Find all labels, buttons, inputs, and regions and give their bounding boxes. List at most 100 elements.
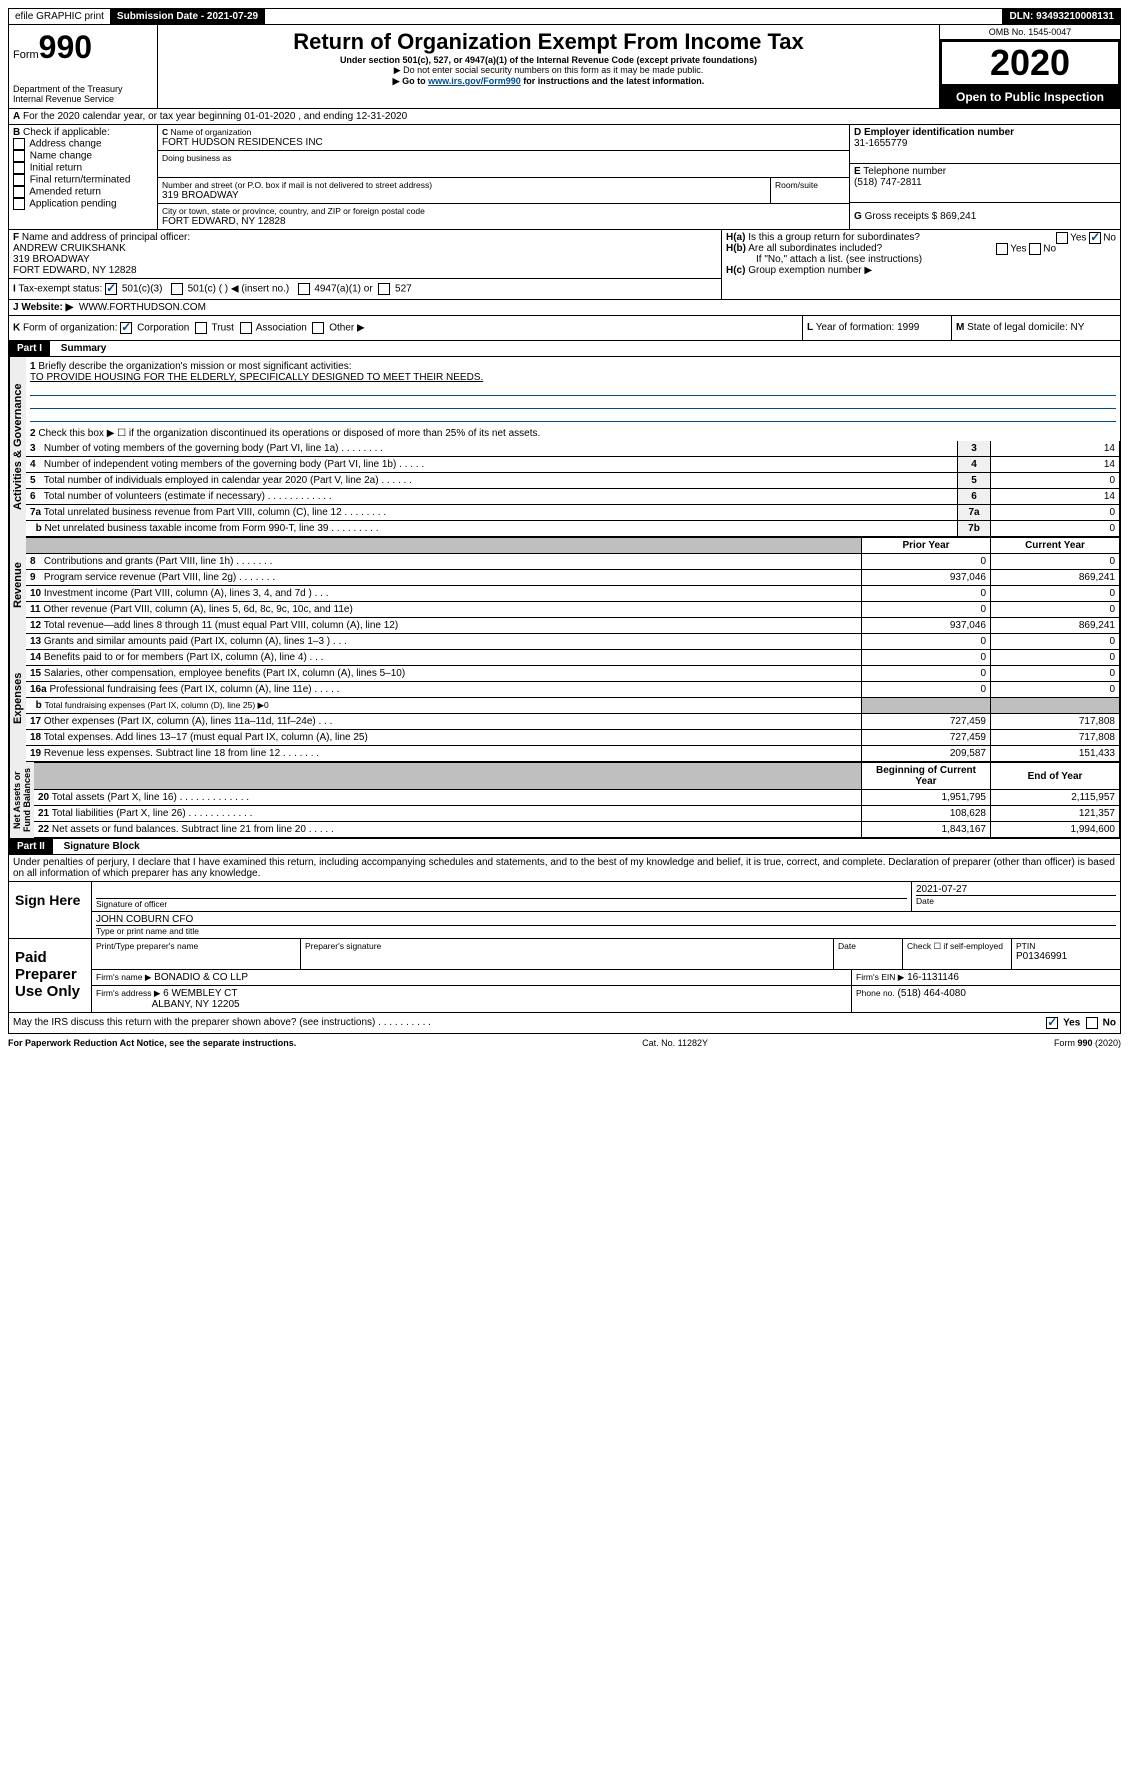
submission-date: Submission Date - 2021-07-29: [111, 9, 265, 24]
col-current: Current Year: [991, 538, 1120, 554]
city-state-zip: FORT EDWARD, NY 12828: [162, 216, 845, 227]
paid-preparer-block: Paid Preparer Use Only Print/Type prepar…: [8, 939, 1121, 1013]
firm-ein: 16-1131146: [907, 972, 959, 983]
firm-addr1: 6 WEMBLEY CT: [163, 988, 237, 999]
phone-label: Telephone number: [863, 166, 946, 177]
chk-trust[interactable]: [195, 322, 207, 334]
mission-label: Briefly describe the organization's miss…: [38, 361, 351, 372]
street-address: 319 BROADWAY: [162, 190, 766, 201]
officer-name-title: JOHN COBURN CFO: [96, 914, 1116, 926]
line-a: A For the 2020 calendar year, or tax yea…: [8, 109, 1121, 125]
top-bar: efile GRAPHIC print Submission Date - 20…: [8, 8, 1121, 25]
paid-label: Paid Preparer Use Only: [9, 939, 92, 1012]
side-label-ag: Activities & Governance: [9, 357, 26, 537]
subtitle-2: ▶ Do not enter social security numbers o…: [166, 65, 931, 76]
dept-label: Department of the Treasury Internal Reve…: [13, 84, 153, 104]
chk-initial-return[interactable]: Initial return: [13, 162, 153, 174]
col-eoy: End of Year: [991, 763, 1120, 790]
chk-assoc[interactable]: [240, 322, 252, 334]
officer-addr2: FORT EDWARD, NY 12828: [13, 265, 717, 276]
chk-name-change[interactable]: Name change: [13, 150, 153, 162]
hb-yes[interactable]: [996, 243, 1008, 255]
preparer-sig-label: Preparer's signature: [301, 939, 834, 969]
row-f-h: F Name and address of principal officer:…: [8, 230, 1121, 300]
ha-yes[interactable]: [1056, 232, 1068, 244]
form-header: Form990 Department of the Treasury Inter…: [8, 25, 1121, 109]
discuss-row: May the IRS discuss this return with the…: [8, 1013, 1121, 1034]
side-label-na: Net Assets or Fund Balances: [9, 762, 34, 838]
org-name: FORT HUDSON RESIDENCES INC: [162, 137, 845, 148]
form-ref: Form 990 (2020): [1054, 1038, 1121, 1048]
subtitle-1: Under section 501(c), 527, or 4947(a)(1)…: [166, 55, 931, 65]
self-employed[interactable]: Check ☐ if self-employed: [903, 939, 1012, 969]
form-number: 990: [39, 29, 92, 65]
ein-value: 31-1655779: [854, 138, 1116, 149]
tax-status-label: Tax-exempt status:: [18, 284, 102, 295]
pra-notice: For Paperwork Reduction Act Notice, see …: [8, 1038, 296, 1048]
city-label: City or town, state or province, country…: [162, 206, 845, 216]
l3-val: 14: [991, 441, 1120, 457]
part2-header: Part II Signature Block: [8, 839, 1121, 855]
chk-address-change[interactable]: Address change: [13, 138, 153, 150]
form-word: Form: [13, 49, 39, 61]
officer-addr1: 319 BROADWAY: [13, 254, 717, 265]
ha-no[interactable]: [1089, 232, 1101, 244]
ha-label: Is this a group return for subordinates?: [748, 232, 920, 243]
l6-val: 14: [991, 489, 1120, 505]
officer-label: Name and address of principal officer:: [22, 232, 190, 243]
form-title: Return of Organization Exempt From Incom…: [166, 29, 931, 55]
footer: For Paperwork Reduction Act Notice, see …: [8, 1034, 1121, 1048]
officer-name: ANDREW CRUIKSHANK: [13, 243, 717, 254]
omb-number: OMB No. 1545-0047: [940, 25, 1120, 40]
gross-receipts: 869,241: [940, 211, 976, 222]
l4-val: 14: [991, 457, 1120, 473]
chk-527[interactable]: [378, 283, 390, 295]
sign-here-label: Sign Here: [9, 882, 92, 938]
mission-text: TO PROVIDE HOUSING FOR THE ELDERLY, SPEC…: [30, 372, 483, 383]
part1-header: Part I Summary: [8, 341, 1121, 357]
chk-501c3[interactable]: [105, 283, 117, 295]
side-label-rev: Revenue: [9, 537, 26, 634]
chk-4947[interactable]: [298, 283, 310, 295]
l7a-val: 0: [991, 505, 1120, 521]
dba-label: Doing business as: [162, 153, 845, 163]
gross-label: Gross receipts $: [865, 211, 938, 222]
activities-governance: Activities & Governance 1 Briefly descri…: [8, 357, 1121, 537]
subtitle-3: ▶ Go to www.irs.gov/Form990 for instruct…: [166, 76, 931, 87]
discuss-no[interactable]: [1086, 1017, 1098, 1029]
open-public: Open to Public Inspection: [940, 86, 1120, 108]
chk-other[interactable]: [312, 322, 324, 334]
line-klm: K Form of organization: Corporation Trus…: [8, 316, 1121, 341]
hc-label: Group exemption number ▶: [748, 265, 872, 276]
preparer-date-label: Date: [834, 939, 903, 969]
chk-501c[interactable]: [171, 283, 183, 295]
firm-phone: (518) 464-4080: [898, 988, 966, 999]
sign-block: Sign Here Signature of officer 2021-07-2…: [8, 882, 1121, 939]
side-label-exp: Expenses: [9, 634, 26, 762]
hb-no[interactable]: [1029, 243, 1041, 255]
ptin: P01346991: [1016, 951, 1116, 962]
chk-amended[interactable]: Amended return: [13, 186, 153, 198]
chk-app-pending[interactable]: Application pending: [13, 198, 153, 210]
l7b-val: 0: [991, 521, 1120, 537]
chk-final-return[interactable]: Final return/terminated: [13, 174, 153, 186]
chk-corp[interactable]: [120, 322, 132, 334]
firm-addr2: ALBANY, NY 12205: [152, 999, 240, 1010]
year-formed: 1999: [897, 322, 919, 333]
instructions-link[interactable]: www.irs.gov/Form990: [428, 76, 521, 86]
addr-label: Number and street (or P.O. box if mail i…: [162, 180, 766, 190]
firm-name: BONADIO & CO LLP: [154, 972, 248, 983]
cat-no: Cat. No. 11282Y: [642, 1038, 708, 1048]
efile-label[interactable]: efile GRAPHIC print: [9, 9, 111, 24]
sig-officer-label: Signature of officer: [96, 899, 907, 909]
line-j: J Website: ▶ WWW.FORTHUDSON.COM: [8, 300, 1121, 316]
revenue-section: Revenue Prior YearCurrent Year 8 Contrib…: [8, 537, 1121, 634]
ein-label: Employer identification number: [864, 127, 1014, 138]
netassets-section: Net Assets or Fund Balances Beginning of…: [8, 762, 1121, 839]
discuss-yes[interactable]: [1046, 1017, 1058, 1029]
website[interactable]: WWW.FORTHUDSON.COM: [79, 302, 206, 313]
perjury-text: Under penalties of perjury, I declare th…: [8, 855, 1121, 882]
hb-label: Are all subordinates included?: [748, 243, 882, 254]
header-grid: B Check if applicable: Address change Na…: [8, 125, 1121, 230]
section-b-label: B Check if applicable:: [13, 127, 153, 138]
